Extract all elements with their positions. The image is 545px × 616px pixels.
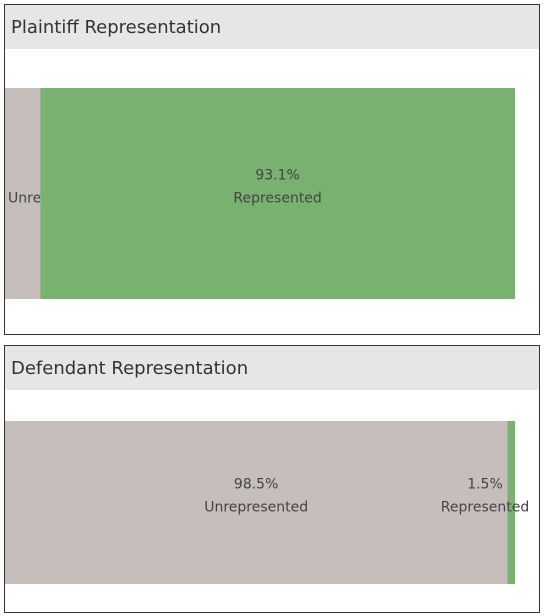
category-label-represented: Represented bbox=[441, 500, 529, 516]
defendant-stacked-bar: 98.5% Unrepresented 1.5% Represented bbox=[5, 421, 529, 584]
plaintiff-stacked-bar: 6.9%Unrepresented93.1%Represented bbox=[5, 88, 515, 299]
chart-title: Defendant Representation bbox=[11, 358, 249, 379]
bar-segment-unrepresented[interactable] bbox=[5, 88, 41, 299]
category-label-represented: Represented bbox=[233, 191, 321, 207]
bar-segment-unrepresented[interactable] bbox=[5, 421, 508, 584]
value-label-unrepresented: 98.5% bbox=[234, 477, 278, 493]
value-label-represented: 93.1% bbox=[255, 168, 299, 184]
category-label-unrepresented: Unrepresented bbox=[204, 500, 308, 516]
chart-header: Defendant Representation bbox=[5, 346, 539, 390]
chart-title: Plaintiff Representation bbox=[11, 17, 222, 38]
chart-header: Plaintiff Representation bbox=[5, 5, 539, 49]
defendant-chart-panel: Defendant Representation 98.5% Unrepresen… bbox=[4, 345, 540, 613]
bar-segment-represented[interactable] bbox=[507, 421, 515, 584]
plaintiff-chart-panel: Plaintiff Representation 6.9%Unrepresent… bbox=[4, 4, 540, 335]
value-label-represented: 1.5% bbox=[467, 477, 503, 493]
bar-segment-represented[interactable] bbox=[40, 88, 515, 299]
